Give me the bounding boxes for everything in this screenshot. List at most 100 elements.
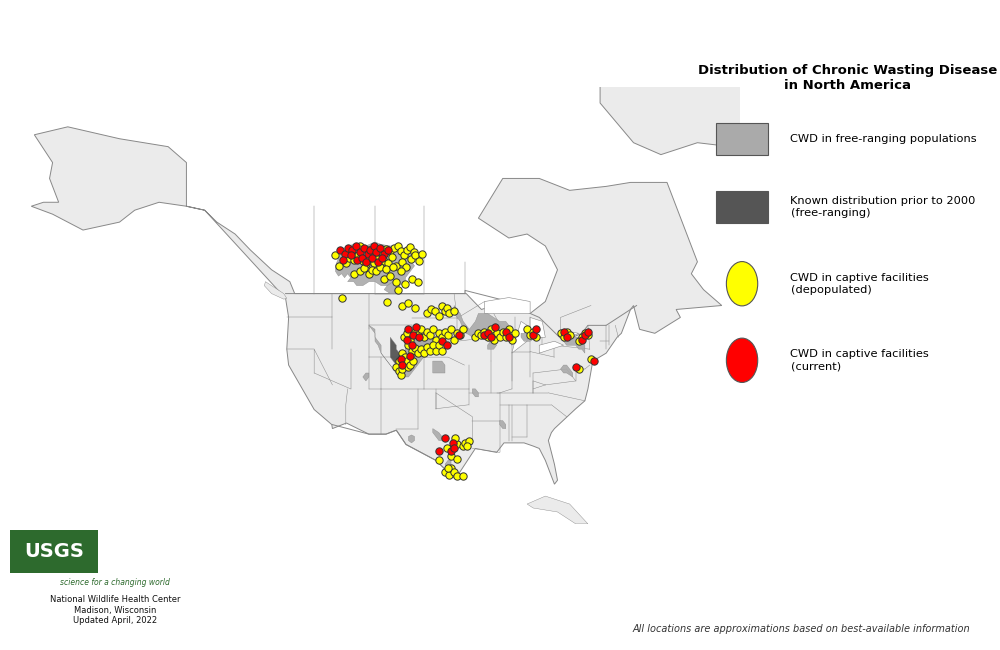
Polygon shape — [433, 428, 442, 441]
Point — [443, 463, 459, 473]
FancyBboxPatch shape — [716, 123, 768, 155]
Point — [346, 255, 362, 265]
Point — [413, 344, 429, 354]
Point — [522, 330, 538, 340]
Point — [451, 330, 467, 340]
Point — [437, 433, 453, 443]
Polygon shape — [561, 335, 585, 353]
Circle shape — [726, 338, 758, 382]
Point — [428, 346, 444, 356]
Point — [434, 336, 450, 346]
Point — [411, 256, 427, 266]
Polygon shape — [484, 298, 530, 313]
Text: CWD in captive facilities
(depopulated): CWD in captive facilities (depopulated) — [790, 273, 929, 294]
Point — [574, 332, 590, 343]
Point — [343, 250, 359, 261]
Polygon shape — [539, 341, 564, 353]
Point — [390, 240, 406, 251]
Point — [396, 332, 412, 343]
Point — [457, 437, 473, 448]
Polygon shape — [264, 281, 287, 299]
Point — [487, 322, 503, 332]
Point — [372, 242, 388, 253]
Point — [441, 308, 457, 318]
Point — [388, 261, 404, 271]
Point — [376, 256, 392, 266]
Point — [390, 285, 406, 295]
Point — [410, 348, 426, 358]
Point — [358, 257, 374, 267]
Polygon shape — [412, 326, 433, 357]
Point — [410, 276, 426, 287]
Point — [571, 364, 587, 374]
Point — [504, 335, 520, 345]
Point — [400, 298, 416, 308]
Point — [335, 255, 351, 265]
Point — [583, 354, 599, 364]
Point — [443, 446, 459, 456]
Point — [525, 330, 541, 340]
Point — [480, 328, 496, 339]
Point — [400, 324, 416, 335]
Point — [403, 254, 419, 265]
Point — [553, 328, 569, 339]
Point — [404, 346, 420, 356]
Point — [574, 335, 590, 345]
Point — [399, 356, 415, 367]
Point — [405, 356, 421, 367]
Point — [446, 467, 462, 478]
Point — [364, 253, 380, 263]
Point — [341, 253, 357, 263]
Polygon shape — [530, 317, 545, 337]
Text: Updated April, 2022: Updated April, 2022 — [73, 616, 157, 625]
Point — [402, 335, 418, 345]
Point — [394, 360, 410, 370]
Point — [439, 303, 455, 313]
Point — [492, 332, 508, 343]
Polygon shape — [561, 365, 573, 377]
Point — [498, 332, 514, 343]
Point — [473, 330, 489, 340]
Point — [449, 471, 465, 482]
Point — [431, 446, 447, 456]
Point — [332, 244, 348, 255]
Point — [361, 268, 377, 279]
Polygon shape — [561, 332, 579, 340]
Polygon shape — [512, 321, 527, 353]
Point — [376, 249, 392, 259]
Point — [330, 261, 347, 271]
Point — [362, 244, 378, 255]
Point — [402, 242, 418, 252]
Polygon shape — [500, 421, 506, 428]
Point — [411, 332, 427, 343]
Text: Distribution of Chronic Wasting Disease
in North America: Distribution of Chronic Wasting Disease … — [698, 64, 997, 92]
Point — [338, 258, 354, 268]
Point — [364, 265, 380, 275]
Point — [423, 304, 439, 315]
Point — [368, 266, 384, 276]
Text: CWD in free-ranging populations: CWD in free-ranging populations — [790, 134, 977, 144]
Point — [382, 246, 398, 257]
Polygon shape — [600, 20, 941, 215]
Point — [355, 256, 371, 266]
Polygon shape — [472, 389, 478, 396]
Polygon shape — [335, 242, 418, 285]
Polygon shape — [369, 326, 433, 377]
Point — [422, 330, 438, 340]
Point — [337, 249, 353, 259]
Point — [449, 454, 465, 464]
Point — [372, 261, 388, 272]
Point — [446, 443, 462, 454]
Point — [394, 348, 410, 358]
Point — [434, 332, 450, 343]
Point — [528, 324, 544, 335]
Polygon shape — [363, 373, 369, 381]
Point — [519, 324, 535, 335]
Polygon shape — [390, 337, 405, 369]
Point — [440, 463, 456, 473]
Point — [501, 332, 517, 343]
Point — [428, 335, 444, 345]
Point — [399, 244, 415, 255]
Polygon shape — [445, 460, 451, 468]
Point — [356, 263, 372, 274]
